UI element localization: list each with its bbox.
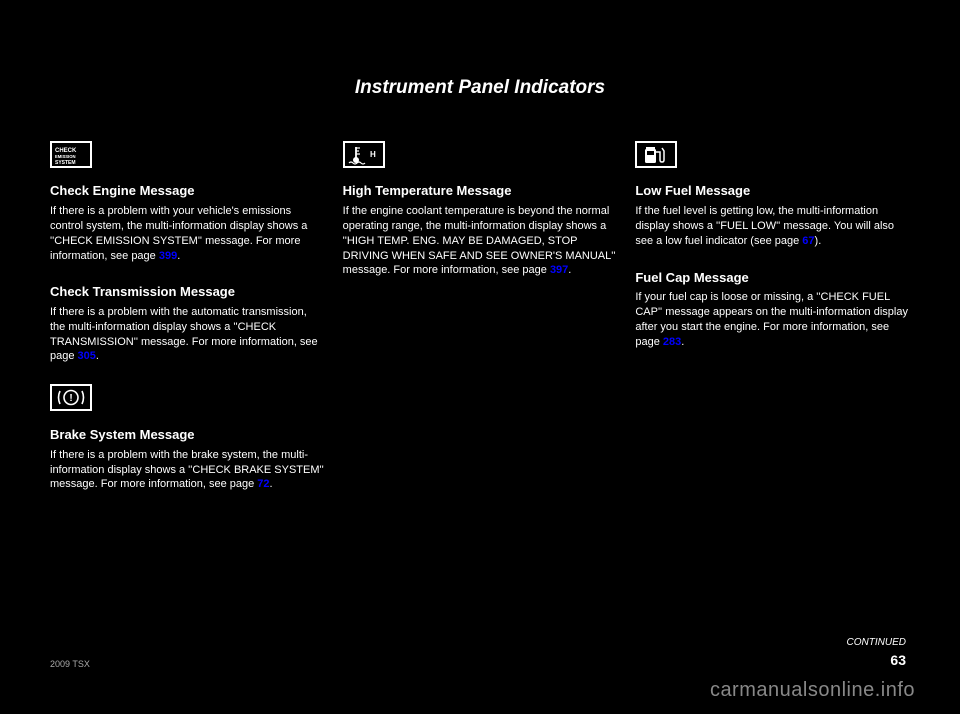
page-link-399[interactable]: 399 [159,250,177,262]
fuel-cap-block: Fuel Cap Message If your fuel cap is loo… [635,269,910,350]
low-fuel-block: Low Fuel Message If the fuel level is ge… [635,141,910,249]
high-temp-text: If the engine coolant temperature is bey… [343,204,618,278]
svg-text:!: ! [69,393,72,404]
page-number: 63 [890,651,906,670]
column-3: Low Fuel Message If the fuel level is ge… [635,141,910,513]
high-temp-title: High Temperature Message [343,182,618,200]
check-transmission-text: If there is a problem with the automatic… [50,305,325,364]
page-title: Instrument Panel Indicators [50,75,910,101]
check-engine-text: If there is a problem with your vehicle'… [50,204,325,263]
high-temp-icon: H [343,141,385,168]
page-link-283[interactable]: 283 [663,336,681,348]
column-1: CHECK EMISSION SYSTEM Check Engine Messa… [50,141,325,513]
check-transmission-block: Check Transmission Message If there is a… [50,283,325,364]
page-link-397[interactable]: 397 [550,264,568,276]
low-fuel-text: If the fuel level is getting low, the mu… [635,204,910,249]
svg-text:SYSTEM: SYSTEM [55,160,76,166]
date-line: 2009 TSX [50,658,90,670]
brake-system-icon: ! [50,384,92,411]
continued-label: CONTINUED [847,636,906,650]
check-emission-icon: CHECK EMISSION SYSTEM [50,141,92,168]
low-fuel-icon [635,141,677,168]
column-2: H High Temperature Message If the engine… [343,141,618,513]
high-temp-block: H High Temperature Message If the engine… [343,141,618,279]
page-link-67[interactable]: 67 [802,235,814,247]
fuel-cap-title: Fuel Cap Message [635,269,910,287]
brake-system-text: If there is a problem with the brake sys… [50,448,325,493]
content-columns: CHECK EMISSION SYSTEM Check Engine Messa… [50,141,910,513]
page-link-72[interactable]: 72 [257,478,269,490]
brake-system-title: Brake System Message [50,426,325,444]
check-engine-title: Check Engine Message [50,182,325,200]
check-engine-block: CHECK EMISSION SYSTEM Check Engine Messa… [50,141,325,264]
watermark: carmanualsonline.info [710,677,915,704]
svg-text:H: H [370,150,376,159]
manual-page: Instrument Panel Indicators CHECK EMISSI… [0,55,960,685]
brake-system-block: ! Brake System Message If there is a pro… [50,384,325,492]
fuel-cap-text: If your fuel cap is loose or missing, a … [635,290,910,349]
page-link-305[interactable]: 305 [78,350,96,362]
low-fuel-title: Low Fuel Message [635,182,910,200]
svg-text:EMISSION: EMISSION [55,154,75,159]
check-transmission-title: Check Transmission Message [50,283,325,301]
